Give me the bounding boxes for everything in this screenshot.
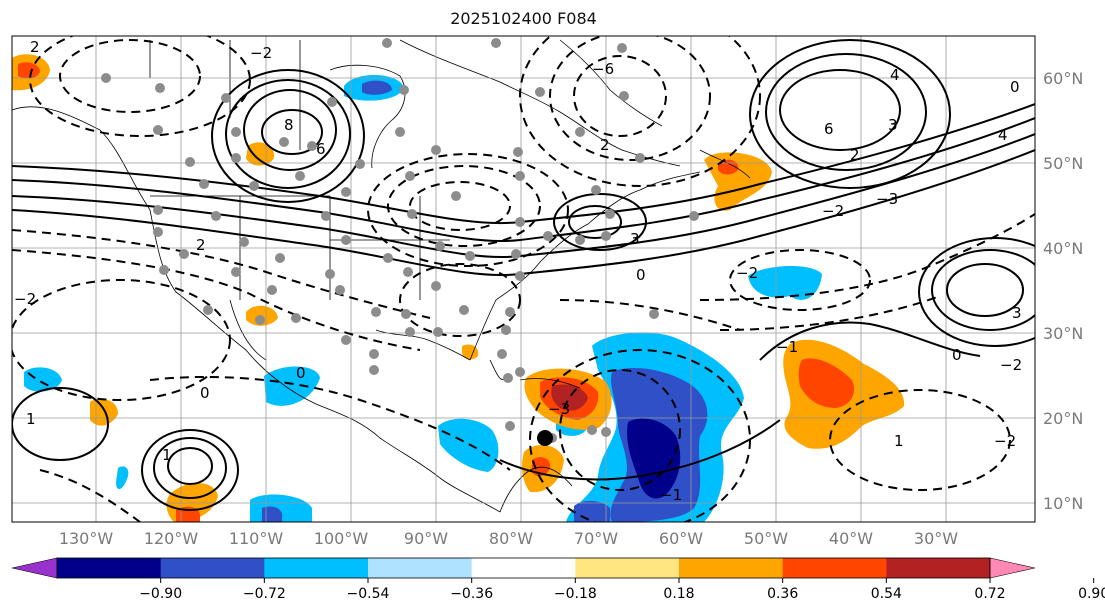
colorbar-extend-high [989,557,1036,579]
black-marker [537,430,553,446]
contour-label: 1 [26,410,36,428]
map-frame [11,35,1036,523]
lon-tick: 80°W [489,529,533,548]
lat-axis: 60°N 50°N 40°N 30°N 20°N 10°N [1043,69,1083,513]
colorbar-outline [56,557,991,579]
contour-label: 0 [636,266,646,284]
lon-tick: 30°W [914,529,958,548]
contour-label: 3 [630,230,640,248]
colorbar-extend-low [11,557,58,579]
colorbar-label: 0.54 [871,586,902,602]
map-title: 2025102400 F084 [450,9,597,28]
lon-tick: 100°W [314,529,369,548]
colorbar-label: 0.72 [974,586,1005,602]
colorbar-label: −0.36 [450,586,493,602]
colorbar-segment [57,558,162,578]
lat-tick: 60°N [1043,69,1083,88]
contour-label: 2 [196,236,206,254]
contour-label: −2 [822,202,844,220]
colorbar-label: −0.72 [243,586,286,602]
lat-tick: 10°N [1043,494,1083,513]
graticule [12,36,1035,522]
contour-label: 0 [1010,78,1020,96]
lat-tick: 40°N [1043,239,1083,258]
contour-label: 2 [850,146,860,164]
lon-axis: 130°W 120°W 110°W 100°W 90°W 80°W 70°W 6… [59,529,958,548]
contour-label: −1 [776,338,798,356]
lon-tick: 120°W [144,529,199,548]
contour-label: −2 [250,44,272,62]
lon-tick: 60°W [659,529,703,548]
contour-label: −6 [592,60,614,78]
contour-label: −2 [14,290,36,308]
anomaly-shading [12,54,905,522]
contour-label: 4 [998,126,1008,144]
colorbar-label: 0.90 [1078,586,1105,602]
lon-tick: 70°W [574,529,618,548]
contour-label: 6 [824,120,834,138]
colorbar-segment [471,558,576,578]
colorbar-label: −0.54 [347,586,390,602]
contour-label: −3 [548,400,570,418]
colorbar-label: 0.18 [663,586,694,602]
lat-tick: 30°N [1043,324,1083,343]
lon-tick: 110°W [229,529,284,548]
colorbar-segment [160,558,265,578]
lon-tick: 40°W [829,529,873,548]
lon-tick: 90°W [404,529,448,548]
colorbar-label: −0.90 [139,586,182,602]
colorbar-label: −0.18 [554,586,597,602]
contour-label: 3 [888,116,898,134]
contour-label: 1 [162,446,172,464]
colorbar-segment [264,558,369,578]
colorbar-segment [575,558,680,578]
contour-label: 2 [30,38,40,56]
station-markers [101,38,699,443]
contour-label: 0 [952,346,962,364]
colorbar-segment [782,558,887,578]
colorbar-segment [679,558,784,578]
lon-tick: 130°W [59,529,114,548]
contours-dashed [12,36,1035,522]
contour-label: 6 [316,140,326,158]
contour-label: 3 [1012,304,1022,322]
contour-labels: 2 −2 8 6 −6 2 6 4 3 2 −3 −2 0 4 3 0 −1 −… [14,38,1022,504]
contour-label: −3 [876,190,898,208]
contour-label: 0 [200,384,210,402]
colorbar: −0.90 −0.72 −0.54 −0.36 −0.18 0.18 0.36 0.54 0.7… [11,557,1105,602]
colorbar-segment [886,558,991,578]
lat-tick: 20°N [1043,409,1083,428]
contour-label: 8 [284,116,294,134]
contour-label: 0 [296,364,306,382]
contour-label: −1 [660,486,682,504]
contour-label: −2 [736,264,758,282]
colorbar-segment [368,558,473,578]
lat-tick: 50°N [1043,154,1083,173]
colorbar-label: 0.36 [767,586,798,602]
contour-label: −2 [994,432,1016,450]
contour-label: −2 [1000,356,1022,374]
lon-tick: 50°W [744,529,788,548]
contour-label: 4 [890,66,900,84]
contour-label: 1 [894,432,904,450]
contour-label: 2 [600,136,610,154]
